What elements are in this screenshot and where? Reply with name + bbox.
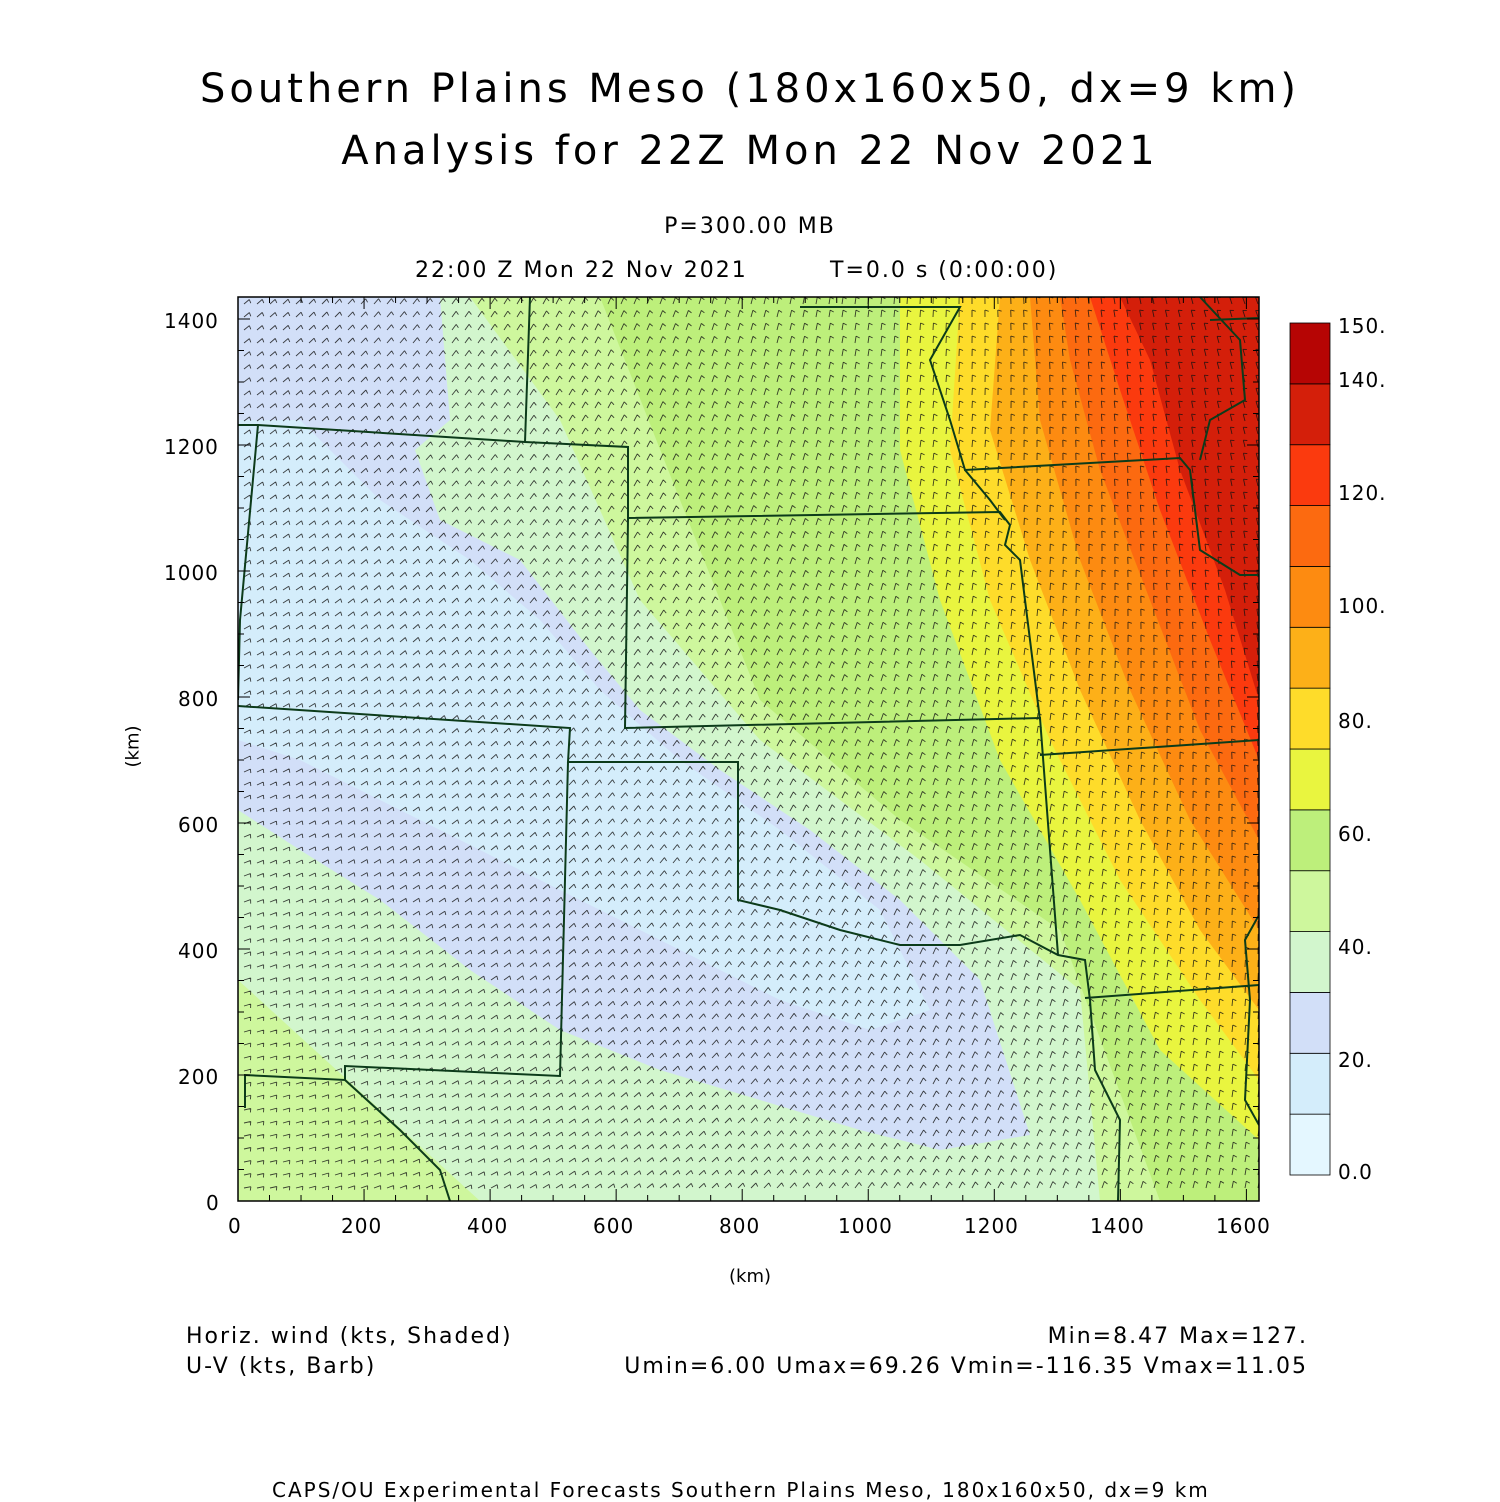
x-tick-label: 200 bbox=[341, 1214, 383, 1238]
colorbar-swatch bbox=[1289, 748, 1331, 811]
x-axis-title: (km) bbox=[729, 1266, 772, 1287]
y-tick-label: 200 bbox=[178, 1065, 220, 1089]
state-borders bbox=[238, 297, 1259, 1201]
colorbar-label: 150. bbox=[1338, 314, 1387, 338]
border-mn-ia bbox=[1199, 297, 1247, 461]
plot-frame bbox=[237, 296, 1260, 1202]
colorbar-swatch bbox=[1289, 505, 1331, 567]
title-line-1: Southern Plains Meso (180x160x50, dx=9 k… bbox=[199, 66, 1301, 112]
shade-band-10-20 bbox=[238, 420, 930, 1030]
y-tick-label: 400 bbox=[178, 939, 220, 963]
border-ks-ok bbox=[623, 447, 1059, 956]
border-tx-la bbox=[1089, 999, 1122, 1201]
border-ar-la bbox=[1084, 984, 1259, 999]
colorbar-label: 80. bbox=[1338, 709, 1373, 733]
x-tick-label: 1600 bbox=[1216, 1214, 1271, 1238]
border-co-ks-north bbox=[238, 424, 1041, 721]
colorbar-label: 140. bbox=[1338, 368, 1387, 392]
colorbar-label: 0.0 bbox=[1338, 1160, 1373, 1184]
forecast-time: T=0.0 s (0:00:00) bbox=[830, 258, 1059, 283]
wind-speed-shading bbox=[238, 297, 1259, 1201]
x-tick-label: 1000 bbox=[838, 1214, 893, 1238]
border-mo-ar bbox=[1039, 739, 1259, 756]
y-tick-label: 1400 bbox=[164, 309, 219, 333]
pressure-level: P=300.00 MB bbox=[664, 214, 836, 239]
x-tick-label: 600 bbox=[593, 1214, 635, 1238]
title-line-2: Analysis for 22Z Mon 22 Nov 2021 bbox=[341, 128, 1159, 174]
x-tick-label: 800 bbox=[719, 1214, 761, 1238]
x-tick-label: 400 bbox=[467, 1214, 509, 1238]
border-rio-grande bbox=[344, 1079, 451, 1201]
colorbar bbox=[1289, 322, 1331, 1176]
colorbar-swatch bbox=[1289, 809, 1331, 872]
x-tick-label: 1400 bbox=[1090, 1214, 1145, 1238]
colorbar-label: 120. bbox=[1338, 481, 1387, 505]
shade-band-120-130 bbox=[1120, 297, 1259, 700]
colorbar-swatch bbox=[1289, 444, 1331, 506]
colorbar-swatch bbox=[1289, 1113, 1331, 1176]
min-max-stats: Min=8.47 Max=127. bbox=[1047, 1324, 1308, 1349]
credit-line: CAPS/OU Experimental Forecasts Southern … bbox=[272, 1478, 1210, 1502]
y-axis-title: (km) bbox=[122, 725, 144, 768]
x-tick-label: 1200 bbox=[964, 1214, 1019, 1238]
border-nm-tx bbox=[244, 761, 569, 1108]
colorbar-swatch bbox=[1289, 626, 1331, 689]
colorbar-swatch bbox=[1289, 383, 1331, 446]
y-tick-label: 800 bbox=[178, 687, 220, 711]
colorbar-swatch bbox=[1289, 1052, 1331, 1115]
colorbar-label: 60. bbox=[1338, 822, 1373, 846]
barb-description: U-V (kts, Barb) bbox=[186, 1354, 377, 1379]
colorbar-swatch bbox=[1289, 931, 1331, 993]
border-ne-mo bbox=[964, 469, 1006, 521]
colorbar-swatch bbox=[1289, 870, 1331, 932]
valid-time: 22:00 Z Mon 22 Nov 2021 bbox=[415, 258, 748, 283]
border-ms-river bbox=[1243, 914, 1259, 1126]
y-tick-label: 600 bbox=[178, 813, 220, 837]
x-ticks bbox=[237, 297, 1247, 1201]
colorbar-label: 100. bbox=[1338, 594, 1387, 618]
y-tick-label: 1000 bbox=[164, 561, 219, 585]
colorbar-label: 40. bbox=[1338, 935, 1373, 959]
colorbar-swatch bbox=[1289, 566, 1331, 628]
y-tick-label: 0 bbox=[206, 1191, 220, 1215]
y-ticks bbox=[238, 318, 1259, 1202]
border-wi bbox=[1209, 317, 1259, 321]
field-description: Horiz. wind (kts, Shaded) bbox=[186, 1324, 513, 1349]
colorbar-swatch bbox=[1289, 992, 1331, 1054]
colorbar-label: 20. bbox=[1338, 1048, 1373, 1072]
colorbar-swatch bbox=[1289, 322, 1331, 385]
x-tick-label: 0 bbox=[228, 1214, 242, 1238]
wind-barbs bbox=[243, 297, 1259, 1191]
barb-field bbox=[243, 297, 1259, 1191]
uv-stats: Umin=6.00 Umax=69.26 Vmin=-116.35 Vmax=1… bbox=[624, 1354, 1308, 1379]
border-ne-ia bbox=[800, 306, 1259, 576]
border-wy-ne bbox=[524, 297, 531, 443]
colorbar-swatch bbox=[1289, 687, 1331, 750]
y-tick-label: 1200 bbox=[164, 435, 219, 459]
